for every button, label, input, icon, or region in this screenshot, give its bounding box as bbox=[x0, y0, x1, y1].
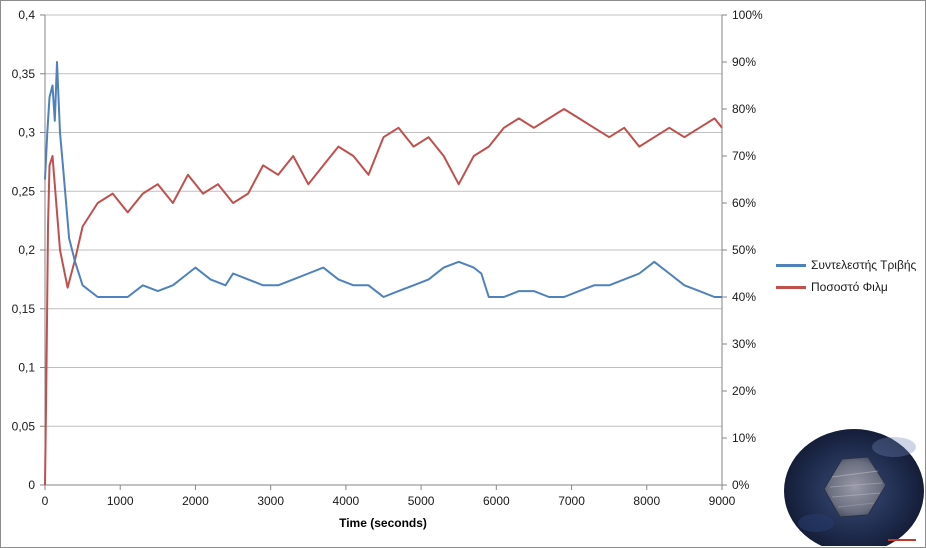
legend-swatch-blue bbox=[776, 263, 806, 267]
wear-scar-photo bbox=[782, 427, 924, 546]
y-left-tick-label: 0,4 bbox=[18, 8, 35, 22]
legend: Συντελεστής Τριβής Ποσοστό Φιλμ bbox=[776, 254, 916, 298]
y-axis-right-ticks: 0% 10% 20% 30% 40% 50% 60% 70% 80% 90% 100% bbox=[722, 8, 763, 492]
y-left-tick-label: 0 bbox=[28, 478, 35, 492]
x-tick-label: 7000 bbox=[558, 494, 585, 508]
series-line-film bbox=[44, 108, 723, 486]
series-layer bbox=[44, 61, 723, 486]
x-tick-label: 4000 bbox=[333, 494, 360, 508]
x-tick-label: 5000 bbox=[408, 494, 435, 508]
y-right-tick-label: 40% bbox=[732, 290, 756, 304]
legend-swatch-red bbox=[776, 285, 806, 289]
legend-item-film: Ποσοστό Φιλμ bbox=[776, 276, 916, 298]
x-tick-label: 6000 bbox=[483, 494, 510, 508]
y-axis-left-ticks: 0 0,05 0,1 0,15 0,2 0,25 0,3 0,35 0,4 bbox=[12, 8, 45, 492]
y-right-tick-label: 50% bbox=[732, 243, 756, 257]
legend-label-friction: Συντελεστής Τριβής bbox=[811, 258, 917, 272]
legend-item-friction: Συντελεστής Τριβής bbox=[776, 254, 916, 276]
x-axis-ticks: 0 1000 2000 3000 4000 5000 6000 7000 8000 9000 bbox=[42, 485, 736, 508]
x-tick-label: 9000 bbox=[709, 494, 736, 508]
x-axis-title: Time (seconds) bbox=[339, 516, 427, 530]
y-left-tick-label: 0,3 bbox=[18, 126, 35, 140]
x-tick-label: 3000 bbox=[257, 494, 284, 508]
y-right-tick-label: 0% bbox=[732, 478, 750, 492]
series-line-friction bbox=[44, 61, 722, 298]
y-right-tick-label: 70% bbox=[732, 149, 756, 163]
y-right-tick-label: 10% bbox=[732, 431, 756, 445]
legend-label-film: Ποσοστό Φιλμ bbox=[811, 280, 888, 294]
x-tick-label: 2000 bbox=[182, 494, 209, 508]
y-right-tick-label: 90% bbox=[732, 55, 756, 69]
x-tick-label: 1000 bbox=[107, 494, 134, 508]
x-tick-label: 8000 bbox=[633, 494, 660, 508]
x-tick-label: 0 bbox=[42, 494, 49, 508]
y-right-tick-label: 60% bbox=[732, 196, 756, 210]
y-left-tick-label: 0,35 bbox=[12, 67, 36, 81]
gridlines bbox=[45, 14, 722, 427]
y-right-tick-label: 30% bbox=[732, 337, 756, 351]
y-right-tick-label: 20% bbox=[732, 384, 756, 398]
y-left-tick-label: 0,15 bbox=[12, 302, 36, 316]
y-left-tick-label: 0,1 bbox=[18, 361, 35, 375]
y-left-tick-label: 0,05 bbox=[12, 419, 36, 433]
y-left-tick-label: 0,2 bbox=[18, 243, 35, 257]
y-left-tick-label: 0,25 bbox=[12, 184, 36, 198]
y-right-tick-label: 80% bbox=[732, 102, 756, 116]
y-right-tick-label: 100% bbox=[732, 8, 763, 22]
